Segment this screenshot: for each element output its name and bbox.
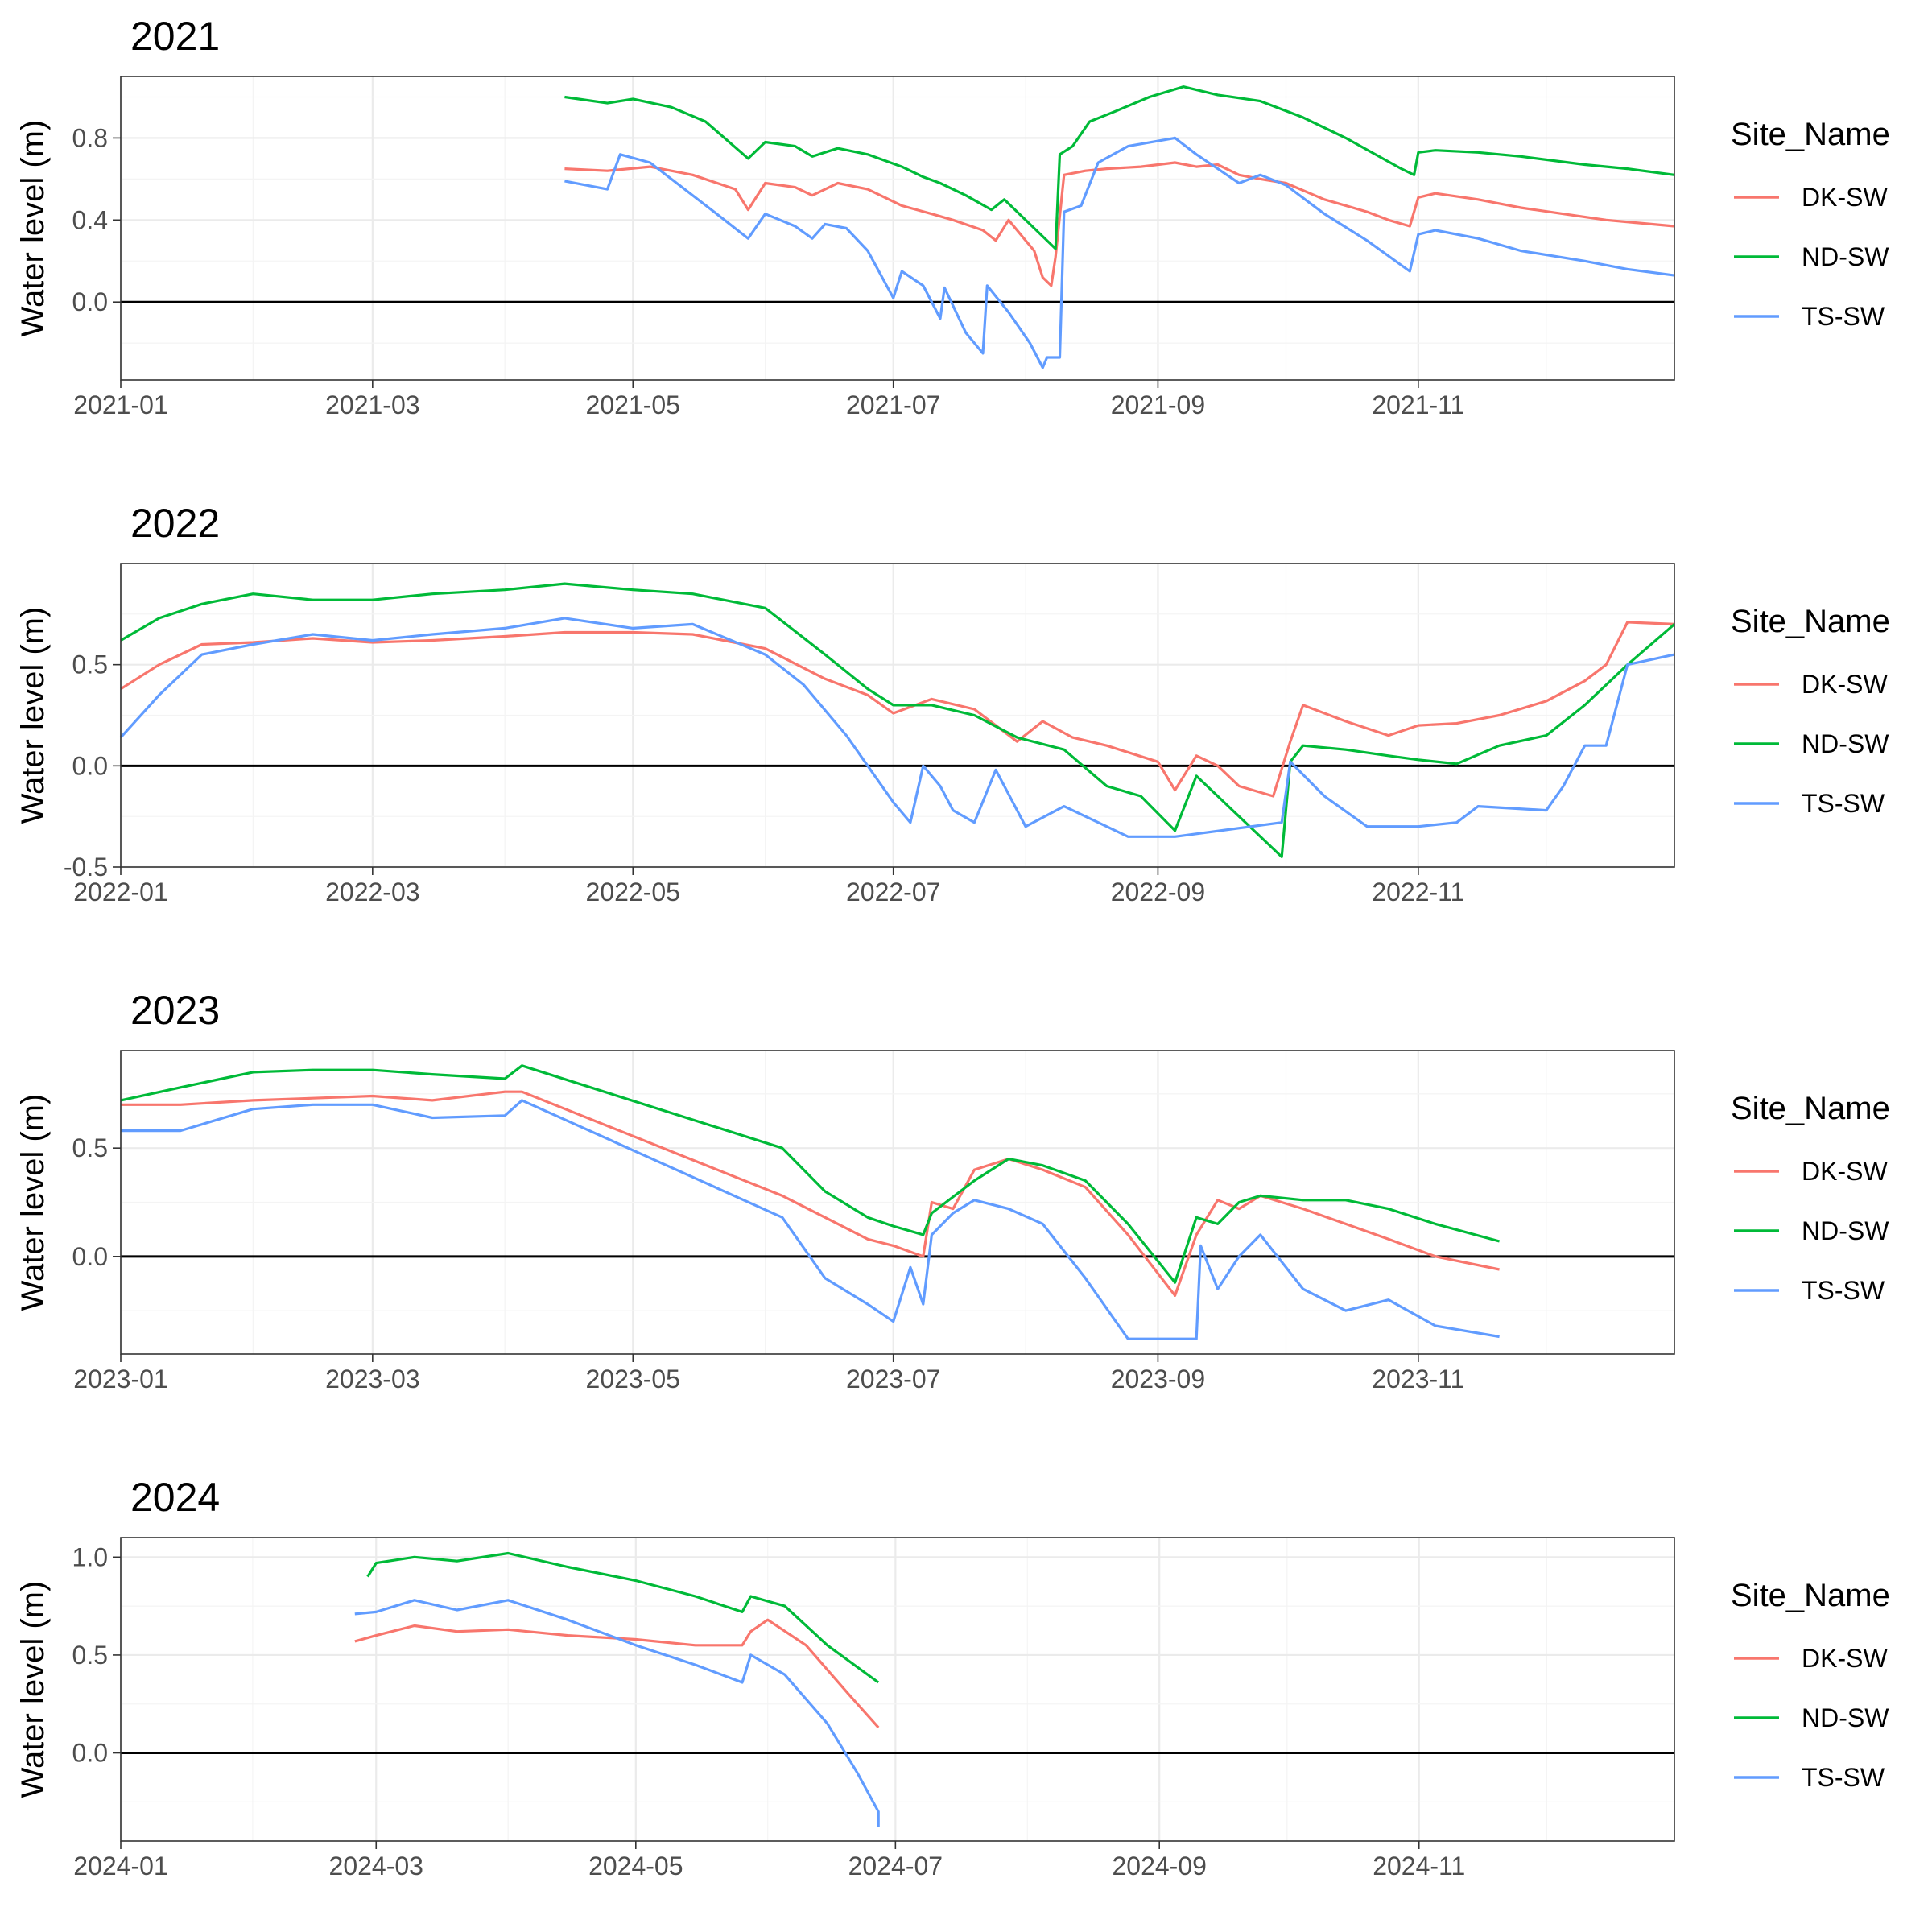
x-tick-label: 2021-05: [586, 390, 680, 419]
legend: Site_Name DK-SW ND-SW TS-SW: [1731, 1091, 1890, 1305]
y-tick-label: 0.0: [72, 751, 108, 780]
x-tick-label: 2021-01: [73, 390, 167, 419]
series-line-ND-SW: [564, 85, 1675, 250]
series-line-TS-SW: [354, 1599, 880, 1827]
panel-title: 2024: [130, 1475, 220, 1520]
x-tick-label: 2023-05: [586, 1364, 680, 1393]
y-tick-label: 0.8: [72, 123, 108, 152]
legend: Site_Name DK-SW ND-SW TS-SW: [1731, 1578, 1890, 1792]
plot-background: [121, 1538, 1674, 1841]
chart-panel-2024: 2024 2024-01 2024-03 2024-05 2024-07 2024-09 2…: [15, 1475, 1890, 1880]
y-tick-label: 0.0: [72, 1739, 108, 1768]
y-tick-label: 0.4: [72, 205, 108, 234]
x-tick-label: 2022-03: [325, 877, 419, 906]
x-tick-label: 2022-09: [1111, 877, 1205, 906]
legend-title: Site_Name: [1731, 117, 1890, 152]
legend-title: Site_Name: [1731, 604, 1890, 639]
x-tick-label: 2024-11: [1373, 1852, 1465, 1880]
x-tick-label: 2022-01: [73, 877, 167, 906]
x-tick-label: 2024-03: [329, 1852, 423, 1880]
legend-label-DK-SW: DK-SW: [1802, 183, 1888, 212]
legend-label-TS-SW: TS-SW: [1802, 1763, 1885, 1792]
x-tick-label: 2021-07: [846, 390, 940, 419]
plot-background: [121, 76, 1674, 380]
panel-border: [120, 563, 1675, 868]
x-tick-label: 2024-01: [73, 1852, 167, 1880]
legend-title: Site_Name: [1731, 1578, 1890, 1613]
y-tick-label: 0.0: [72, 1242, 108, 1271]
series-line-ND-SW: [366, 1551, 880, 1684]
panel-title: 2023: [130, 988, 220, 1033]
x-tick-label: 2023-11: [1372, 1364, 1464, 1393]
chart-panel-2021: 2021 2021-01 2021-03 2021-05 2021-07 2021-09 2…: [15, 14, 1890, 419]
legend-label-TS-SW: TS-SW: [1802, 1276, 1885, 1305]
y-tick-label: 0.5: [72, 650, 108, 679]
series-line-TS-SW: [564, 136, 1675, 369]
series-line-ND-SW: [120, 1064, 1501, 1284]
series-line-ND-SW: [120, 582, 1676, 858]
legend-label-TS-SW: TS-SW: [1802, 302, 1885, 331]
legend-title: Site_Name: [1731, 1091, 1890, 1126]
x-tick-label: 2023-01: [73, 1364, 167, 1393]
series-line-TS-SW: [119, 617, 1675, 838]
x-tick-label: 2022-07: [846, 877, 940, 906]
legend-label-ND-SW: ND-SW: [1802, 242, 1889, 271]
y-axis-title: Water level (m): [15, 607, 51, 824]
legend-label-TS-SW: TS-SW: [1802, 789, 1885, 818]
panel-title: 2021: [130, 14, 220, 59]
panel-title: 2022: [130, 501, 220, 546]
y-axis-title: Water level (m): [15, 1094, 51, 1311]
legend-label-ND-SW: ND-SW: [1802, 729, 1889, 758]
x-tick-label: 2023-03: [325, 1364, 419, 1393]
x-tick-label: 2022-11: [1372, 877, 1464, 906]
legend: Site_Name DK-SW ND-SW TS-SW: [1731, 117, 1890, 331]
x-tick-label: 2021-11: [1372, 390, 1464, 419]
series-line-TS-SW: [121, 1099, 1500, 1340]
x-tick-label: 2023-09: [1111, 1364, 1205, 1393]
y-axis-title: Water level (m): [15, 120, 51, 337]
legend-label-DK-SW: DK-SW: [1802, 1644, 1888, 1673]
legend: Site_Name DK-SW ND-SW TS-SW: [1731, 604, 1890, 818]
x-tick-label: 2022-05: [586, 877, 680, 906]
x-tick-label: 2024-07: [848, 1852, 943, 1880]
x-tick-label: 2021-03: [325, 390, 419, 419]
legend-label-DK-SW: DK-SW: [1802, 670, 1888, 699]
y-tick-label: -0.5: [64, 852, 108, 881]
legend-label-ND-SW: ND-SW: [1802, 1703, 1889, 1732]
series-line-DK-SW: [564, 161, 1675, 287]
panel-border: [120, 1537, 1675, 1842]
y-tick-label: 0.5: [72, 1133, 108, 1162]
y-tick-label: 0.0: [72, 287, 108, 316]
chart-panel-2023: 2023 2023-01 2023-03 2023-05 2023-07 2023-09 2…: [15, 988, 1890, 1393]
y-axis-title: Water level (m): [15, 1581, 51, 1798]
legend-label-DK-SW: DK-SW: [1802, 1157, 1888, 1186]
series-line-DK-SW: [120, 621, 1675, 798]
x-tick-label: 2021-09: [1111, 390, 1205, 419]
x-tick-label: 2023-07: [846, 1364, 940, 1393]
x-tick-label: 2024-05: [588, 1852, 683, 1880]
y-tick-label: 0.5: [72, 1641, 108, 1670]
panel-border: [120, 76, 1675, 381]
x-tick-label: 2024-09: [1112, 1852, 1206, 1880]
series-line-DK-SW: [354, 1618, 880, 1728]
chart-panel-2022: 2022 2022-01 2022-03 2022-05 2022-07 2022-09 2…: [15, 501, 1890, 906]
panel-border: [120, 1050, 1675, 1355]
y-tick-label: 1.0: [72, 1542, 108, 1571]
legend-label-ND-SW: ND-SW: [1802, 1216, 1889, 1245]
